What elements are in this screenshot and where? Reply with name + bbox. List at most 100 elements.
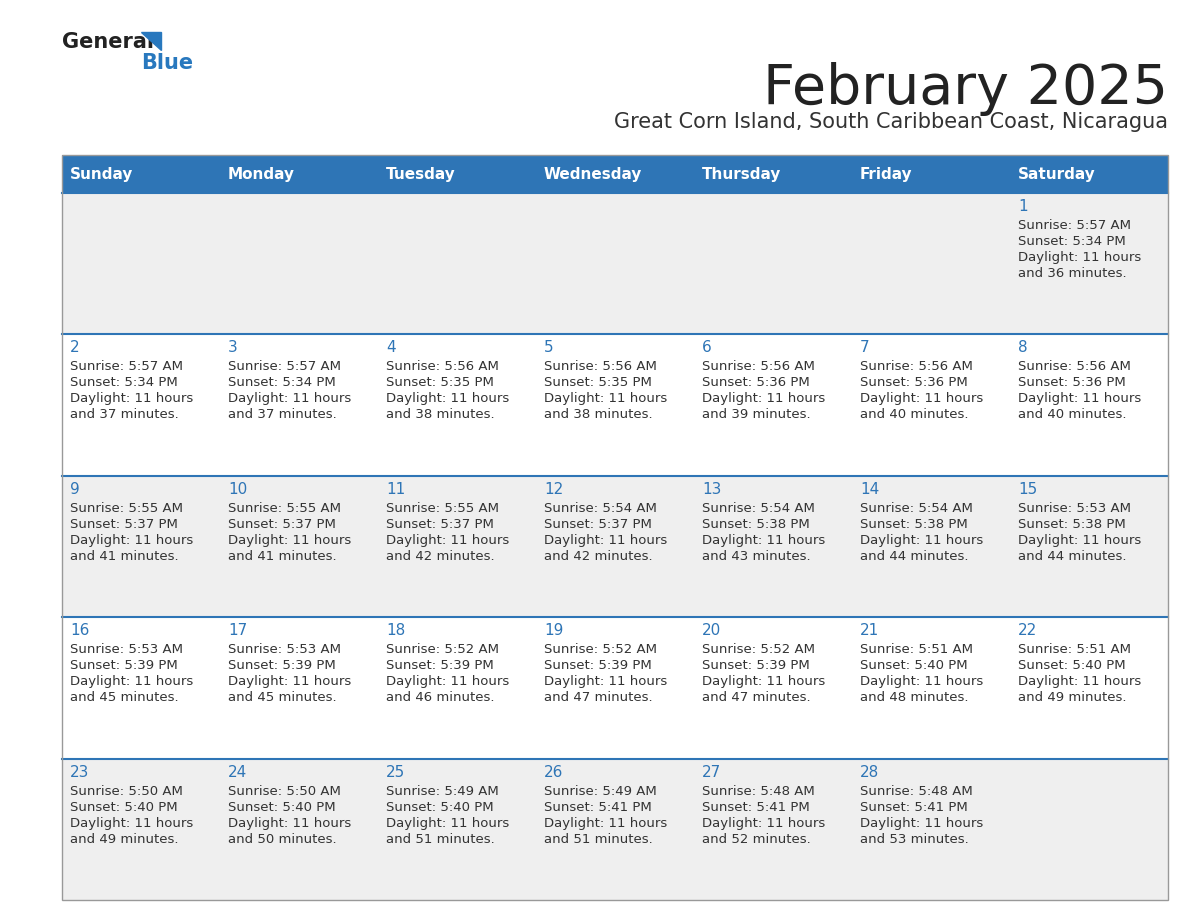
Text: Sunset: 5:34 PM: Sunset: 5:34 PM (70, 376, 178, 389)
Text: Sunrise: 5:57 AM: Sunrise: 5:57 AM (228, 361, 341, 374)
Text: 27: 27 (702, 765, 721, 779)
Text: and 45 minutes.: and 45 minutes. (228, 691, 336, 704)
Text: and 42 minutes.: and 42 minutes. (386, 550, 494, 563)
Text: Sunset: 5:39 PM: Sunset: 5:39 PM (70, 659, 178, 672)
Text: Daylight: 11 hours: Daylight: 11 hours (860, 392, 984, 406)
Text: 16: 16 (70, 623, 89, 638)
Text: and 37 minutes.: and 37 minutes. (228, 409, 336, 421)
Text: Daylight: 11 hours: Daylight: 11 hours (228, 392, 352, 406)
Text: Sunset: 5:38 PM: Sunset: 5:38 PM (860, 518, 968, 531)
Text: Sunset: 5:35 PM: Sunset: 5:35 PM (386, 376, 494, 389)
Text: 28: 28 (860, 765, 879, 779)
Text: Sunrise: 5:57 AM: Sunrise: 5:57 AM (1018, 219, 1131, 232)
Text: 12: 12 (544, 482, 563, 497)
Text: Daylight: 11 hours: Daylight: 11 hours (544, 392, 668, 406)
Text: and 37 minutes.: and 37 minutes. (70, 409, 178, 421)
Text: 19: 19 (544, 623, 563, 638)
Text: Sunset: 5:40 PM: Sunset: 5:40 PM (70, 800, 178, 813)
Text: Great Corn Island, South Caribbean Coast, Nicaragua: Great Corn Island, South Caribbean Coast… (614, 112, 1168, 132)
Text: 21: 21 (860, 623, 879, 638)
Bar (62, 476, 1168, 617)
Text: 5: 5 (544, 341, 554, 355)
Text: and 39 minutes.: and 39 minutes. (702, 409, 810, 421)
Text: Sunset: 5:35 PM: Sunset: 5:35 PM (544, 376, 652, 389)
Text: Daylight: 11 hours: Daylight: 11 hours (702, 392, 826, 406)
Text: Daylight: 11 hours: Daylight: 11 hours (70, 533, 194, 547)
Text: February 2025: February 2025 (763, 62, 1168, 116)
Bar (62, 155, 1168, 900)
Text: Sunset: 5:40 PM: Sunset: 5:40 PM (386, 800, 494, 813)
Text: Sunrise: 5:56 AM: Sunrise: 5:56 AM (386, 361, 499, 374)
Text: Daylight: 11 hours: Daylight: 11 hours (1018, 392, 1142, 406)
Text: 24: 24 (228, 765, 247, 779)
Text: Sunrise: 5:48 AM: Sunrise: 5:48 AM (702, 785, 815, 798)
Text: 26: 26 (544, 765, 563, 779)
Text: Sunset: 5:39 PM: Sunset: 5:39 PM (544, 659, 652, 672)
Text: 17: 17 (228, 623, 247, 638)
Text: Daylight: 11 hours: Daylight: 11 hours (386, 533, 510, 547)
Text: 22: 22 (1018, 623, 1037, 638)
Text: Sunset: 5:40 PM: Sunset: 5:40 PM (228, 800, 336, 813)
Text: Daylight: 11 hours: Daylight: 11 hours (228, 817, 352, 830)
Text: Daylight: 11 hours: Daylight: 11 hours (544, 817, 668, 830)
Text: 13: 13 (702, 482, 721, 497)
Text: Daylight: 11 hours: Daylight: 11 hours (70, 676, 194, 688)
Text: Sunrise: 5:56 AM: Sunrise: 5:56 AM (702, 361, 815, 374)
Text: Sunrise: 5:49 AM: Sunrise: 5:49 AM (544, 785, 657, 798)
Text: and 50 minutes.: and 50 minutes. (228, 833, 336, 845)
Text: 18: 18 (386, 623, 405, 638)
Text: and 42 minutes.: and 42 minutes. (544, 550, 652, 563)
Text: Sunset: 5:39 PM: Sunset: 5:39 PM (228, 659, 336, 672)
Bar (62, 617, 1168, 758)
Text: and 41 minutes.: and 41 minutes. (70, 550, 178, 563)
Text: Wednesday: Wednesday (544, 166, 643, 182)
Text: Sunset: 5:37 PM: Sunset: 5:37 PM (228, 518, 336, 531)
Text: and 53 minutes.: and 53 minutes. (860, 833, 968, 845)
Text: and 48 minutes.: and 48 minutes. (860, 691, 968, 704)
Text: Sunset: 5:40 PM: Sunset: 5:40 PM (1018, 659, 1125, 672)
Text: and 49 minutes.: and 49 minutes. (70, 833, 178, 845)
Text: Sunrise: 5:54 AM: Sunrise: 5:54 AM (860, 502, 973, 515)
Text: 4: 4 (386, 341, 396, 355)
Text: 7: 7 (860, 341, 870, 355)
Text: and 49 minutes.: and 49 minutes. (1018, 691, 1126, 704)
Text: 1: 1 (1018, 199, 1028, 214)
Text: Sunrise: 5:49 AM: Sunrise: 5:49 AM (386, 785, 499, 798)
Text: Thursday: Thursday (702, 166, 782, 182)
Text: Sunset: 5:36 PM: Sunset: 5:36 PM (860, 376, 968, 389)
Text: Daylight: 11 hours: Daylight: 11 hours (386, 676, 510, 688)
Text: Sunrise: 5:54 AM: Sunrise: 5:54 AM (702, 502, 815, 515)
Text: Daylight: 11 hours: Daylight: 11 hours (70, 392, 194, 406)
Text: 20: 20 (702, 623, 721, 638)
Text: Sunset: 5:40 PM: Sunset: 5:40 PM (860, 659, 967, 672)
Text: Daylight: 11 hours: Daylight: 11 hours (544, 533, 668, 547)
Text: Sunrise: 5:55 AM: Sunrise: 5:55 AM (386, 502, 499, 515)
Text: Sunset: 5:39 PM: Sunset: 5:39 PM (386, 659, 494, 672)
Text: General: General (62, 32, 154, 52)
Text: Blue: Blue (141, 53, 194, 73)
Text: and 38 minutes.: and 38 minutes. (544, 409, 652, 421)
Text: and 36 minutes.: and 36 minutes. (1018, 267, 1126, 280)
Text: Sunrise: 5:53 AM: Sunrise: 5:53 AM (228, 644, 341, 656)
Text: Sunrise: 5:50 AM: Sunrise: 5:50 AM (70, 785, 183, 798)
Text: Sunset: 5:41 PM: Sunset: 5:41 PM (860, 800, 968, 813)
Text: Sunrise: 5:52 AM: Sunrise: 5:52 AM (544, 644, 657, 656)
Text: Monday: Monday (228, 166, 295, 182)
Text: and 43 minutes.: and 43 minutes. (702, 550, 810, 563)
Text: and 46 minutes.: and 46 minutes. (386, 691, 494, 704)
Text: Sunrise: 5:57 AM: Sunrise: 5:57 AM (70, 361, 183, 374)
Text: Sunrise: 5:51 AM: Sunrise: 5:51 AM (1018, 644, 1131, 656)
Text: and 51 minutes.: and 51 minutes. (386, 833, 494, 845)
Text: Sunrise: 5:55 AM: Sunrise: 5:55 AM (70, 502, 183, 515)
Text: Sunrise: 5:48 AM: Sunrise: 5:48 AM (860, 785, 973, 798)
Text: Sunrise: 5:52 AM: Sunrise: 5:52 AM (386, 644, 499, 656)
Text: and 40 minutes.: and 40 minutes. (1018, 409, 1126, 421)
Text: 6: 6 (702, 341, 712, 355)
Text: and 44 minutes.: and 44 minutes. (1018, 550, 1126, 563)
Text: Sunset: 5:37 PM: Sunset: 5:37 PM (70, 518, 178, 531)
Text: and 51 minutes.: and 51 minutes. (544, 833, 652, 845)
Text: 10: 10 (228, 482, 247, 497)
Text: Friday: Friday (860, 166, 912, 182)
Bar (62, 193, 1168, 334)
Text: Sunrise: 5:50 AM: Sunrise: 5:50 AM (228, 785, 341, 798)
